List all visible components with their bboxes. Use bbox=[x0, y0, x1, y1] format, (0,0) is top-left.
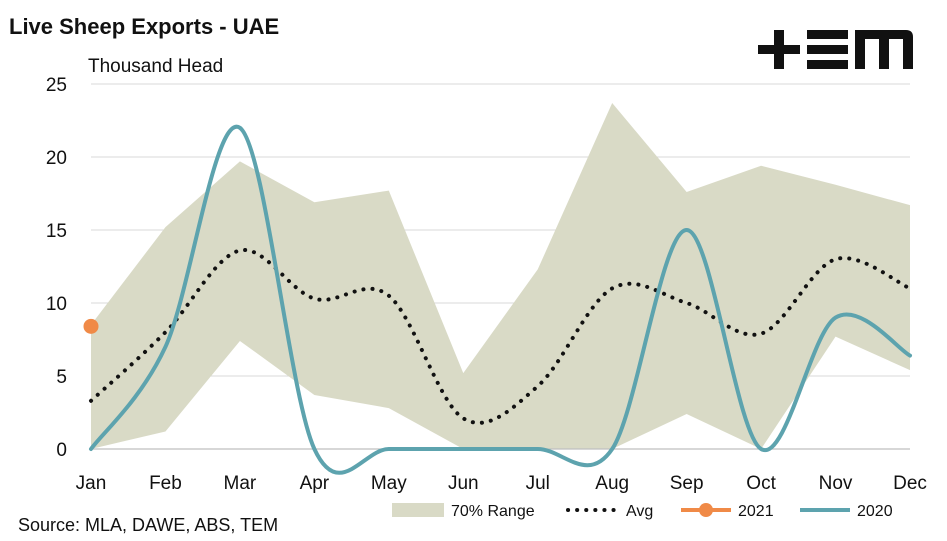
source-note: Source: MLA, DAWE, ABS, TEM bbox=[18, 515, 279, 535]
x-tick-label: Nov bbox=[819, 473, 853, 494]
legend-label: 2021 bbox=[738, 503, 774, 520]
line-2020 bbox=[89, 124, 912, 475]
y-tick-label: 5 bbox=[56, 367, 67, 388]
line-avg bbox=[89, 248, 912, 425]
x-tick-label: May bbox=[371, 473, 407, 494]
legend-label: Avg bbox=[626, 503, 653, 520]
y-tick-label: 10 bbox=[46, 294, 67, 315]
x-tick-label: Jun bbox=[448, 473, 479, 494]
y-tick-label: 20 bbox=[46, 148, 67, 169]
x-tick-label: Oct bbox=[746, 473, 776, 494]
legend-marker-2021 bbox=[699, 503, 713, 517]
x-tick-label: Sep bbox=[670, 473, 704, 494]
y-tick-label: 15 bbox=[46, 221, 67, 242]
x-tick-label: Dec bbox=[893, 473, 927, 494]
tem-logo bbox=[758, 30, 913, 69]
y-tick-label: 0 bbox=[56, 440, 67, 461]
legend-label: 70% Range bbox=[451, 503, 535, 520]
x-tick-label: Apr bbox=[300, 473, 330, 494]
x-tick-label: Aug bbox=[595, 473, 629, 494]
x-tick-label: Jul bbox=[526, 473, 550, 494]
legend-label: 2020 bbox=[857, 503, 893, 520]
point-2021 bbox=[83, 318, 99, 334]
x-tick-label: Feb bbox=[149, 473, 182, 494]
chart-title: Live Sheep Exports - UAE bbox=[9, 14, 280, 39]
x-tick-label: Jan bbox=[76, 473, 107, 494]
y-tick-label: 25 bbox=[46, 75, 67, 96]
unit-label: Thousand Head bbox=[88, 56, 224, 77]
legend-swatch-range bbox=[392, 503, 444, 517]
range-band bbox=[91, 102, 910, 449]
x-tick-label: Mar bbox=[224, 473, 257, 494]
